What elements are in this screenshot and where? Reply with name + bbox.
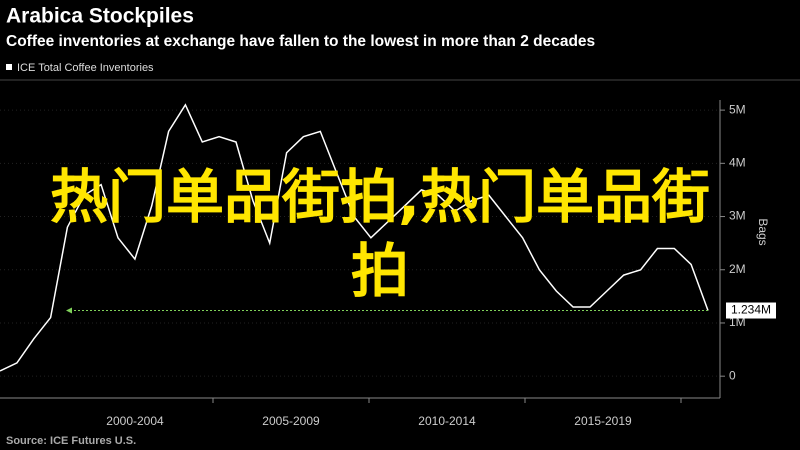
y-tick-label: 3M (729, 209, 746, 223)
y-axis-label: Bags (756, 218, 770, 245)
last-value-label: 1.234M (731, 303, 771, 317)
last-value-box (726, 302, 776, 319)
chart-title: Arabica Stockpiles (6, 5, 194, 28)
arrow-head (66, 307, 72, 314)
y-tick-label: 2M (729, 262, 746, 276)
overlay-text: 热门单品街拍,热门单品街拍 (49, 163, 711, 305)
y-tick-label: 1M (729, 315, 746, 329)
y-tick-label: 5M (729, 102, 746, 116)
legend-swatch (6, 64, 12, 70)
x-tick-label: 2000-2004 (106, 414, 164, 428)
x-tick-label: 2005-2009 (262, 414, 320, 428)
line-series (0, 103, 709, 372)
chart-subtitle: Coffee inventories at exchange have fall… (6, 33, 595, 50)
x-tick-label: 2010-2014 (418, 414, 476, 428)
y-tick-label: 0 (729, 368, 736, 382)
x-tick-label: 2015-2019 (574, 414, 632, 428)
source: Source: ICE Futures U.S. (6, 435, 136, 447)
legend-label: ICE Total Coffee Inventories (17, 62, 154, 74)
y-tick-label: 4M (729, 155, 746, 169)
